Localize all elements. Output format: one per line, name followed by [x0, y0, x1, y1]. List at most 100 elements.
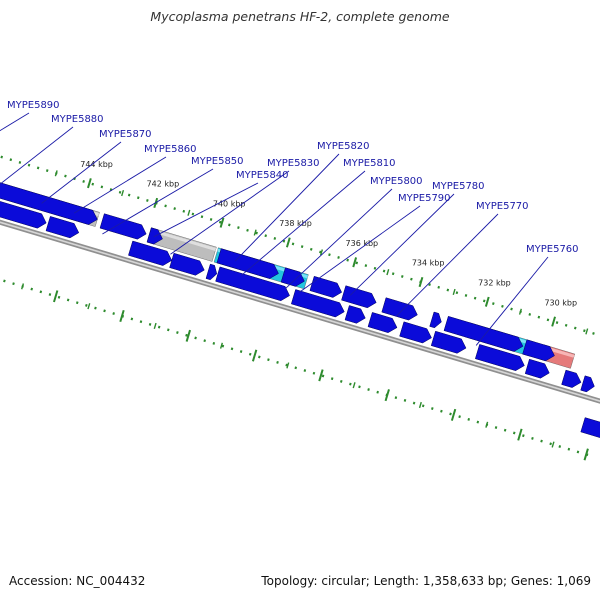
kbp-minor-tick-inner [20, 283, 25, 290]
kbp-minor-tick-inner [551, 441, 555, 448]
kbp-tick-inner [384, 389, 390, 402]
accession-label: Accession: NC_004432 [9, 574, 146, 588]
gene-label: MYPE5840 [236, 170, 289, 181]
kbp-label: 736 kbp [346, 239, 379, 248]
gene-leader-line [0, 112, 30, 132]
cds-arrow-outer [280, 267, 305, 287]
cds-arrow-outer [429, 311, 442, 329]
kbp-minor-tick-inner [153, 322, 157, 329]
cds-arrow-outer [443, 315, 524, 352]
cds-arrow-outer [341, 285, 377, 309]
highlighted-feature [580, 417, 600, 438]
cds-arrow-inner [344, 305, 366, 324]
cds-arrow-inner [45, 216, 80, 239]
kbp-tick-inner [185, 329, 191, 342]
kbp-minor-tick [253, 229, 257, 236]
gene-leader-line [234, 153, 340, 262]
cds-arrow-inner [561, 369, 582, 388]
kbp-minor-tick [386, 269, 390, 276]
kbp-label: 732 kbp [478, 278, 511, 287]
gene-label: MYPE5860 [144, 144, 197, 155]
cds-arrow-inner [430, 330, 467, 354]
kbp-tick [418, 276, 424, 288]
cds-arrow-inner [580, 375, 595, 393]
kbp-tick-inner [318, 369, 324, 382]
gene-leader-line [285, 188, 393, 289]
kbp-minor-tick [54, 170, 58, 177]
gene-leader-line [349, 193, 455, 296]
gene-leader-line [153, 182, 259, 238]
backbone [0, 219, 600, 404]
kbp-minor-tick [452, 288, 456, 295]
kbp-tick-inner [517, 428, 523, 441]
gene-label: MYPE5870 [99, 129, 152, 140]
kbp-minor-tick-inner [352, 382, 356, 389]
feature-tracks [0, 182, 600, 438]
gene-leader-line [73, 156, 167, 214]
kbp-label: 738 kbp [279, 219, 312, 228]
gene-label: MYPE5800 [370, 176, 423, 187]
backbone-inner [0, 221, 600, 402]
gene-leader-line [395, 213, 499, 317]
kbp-label: 740 kbp [213, 199, 246, 208]
kbp-minor-tick-inner [219, 342, 224, 349]
gene-label: MYPE5850 [191, 156, 244, 167]
kbp-tick [484, 296, 490, 307]
cds-arrow-inner [367, 312, 398, 333]
rrna-band-right-highlight [150, 228, 217, 251]
gene-leader-line [475, 256, 549, 346]
cds-arrow-outer [0, 182, 98, 225]
page-title: Mycoplasma penetrans HF-2, complete geno… [150, 9, 450, 24]
gene-label: MYPE5770 [476, 201, 529, 212]
cds-arrow-inner [128, 240, 173, 266]
kbp-minor-tick [319, 249, 324, 256]
cds-arrow-outer [99, 213, 147, 240]
gene-label: MYPE5790 [398, 193, 451, 204]
kbp-minor-tick [518, 308, 522, 315]
kbp-tick [87, 178, 92, 189]
kbp-minor-tick [121, 189, 125, 197]
gene-label: MYPE5760 [526, 244, 579, 255]
kbp-tick-inner [53, 290, 59, 303]
kbp-label: 734 kbp [412, 259, 445, 268]
kbp-tick-inner [251, 349, 258, 362]
gene-label: MYPE5830 [267, 158, 320, 169]
kbp-tick [551, 316, 556, 327]
gene-label: MYPE5880 [51, 114, 104, 125]
gene-leader-line [102, 168, 214, 235]
kbp-ticks: 744 kbp 742 kbp 740 kbp 738 kbp 736 kbp 734 k… [20, 160, 589, 461]
kbp-minor-tick-inner [286, 362, 290, 369]
cds-arrow-inner [524, 358, 550, 379]
gene-labels: MYPE5890 MYPE5880 MYPE5870 MYPE5860MYPE5850… [0, 100, 579, 346]
genome-summary: Topology: circular; Length: 1,358,633 bp… [261, 574, 591, 588]
kbp-tick [285, 237, 291, 248]
kbp-minor-tick [585, 328, 589, 335]
kbp-tick-inner [450, 408, 457, 421]
kbp-label: 742 kbp [147, 180, 180, 189]
cds-arrow-inner [399, 321, 432, 344]
cds-arrow-outer [309, 275, 343, 298]
cds-arrow-inner [169, 252, 205, 276]
kbp-minor-tick [187, 209, 191, 216]
cds-arrow-inner [0, 201, 47, 229]
cds-arrow-inner [474, 344, 525, 371]
gene-leader-line [170, 170, 290, 255]
gene-label: MYPE5780 [432, 181, 485, 192]
gene-leader-line [241, 170, 366, 276]
kbp-minor-tick-inner [418, 401, 422, 409]
kbp-tick-inner [583, 448, 589, 461]
cds-arrow-inner [205, 263, 218, 281]
gene-label: MYPE5810 [343, 158, 396, 169]
gene-label: MYPE5820 [317, 141, 370, 152]
kbp-tick [352, 257, 358, 268]
kbp-minor-tick-inner [485, 421, 489, 428]
cds-arrow-outer [216, 248, 279, 279]
gene-leader-line [298, 205, 421, 293]
cds-arrow-inner [215, 266, 290, 302]
cds-arrow-inner [290, 289, 345, 318]
gene-label: MYPE5890 [7, 100, 60, 111]
gene-leader-line [0, 126, 74, 185]
cds-arrow-outer [522, 339, 555, 362]
gene-leader-line [41, 141, 122, 204]
